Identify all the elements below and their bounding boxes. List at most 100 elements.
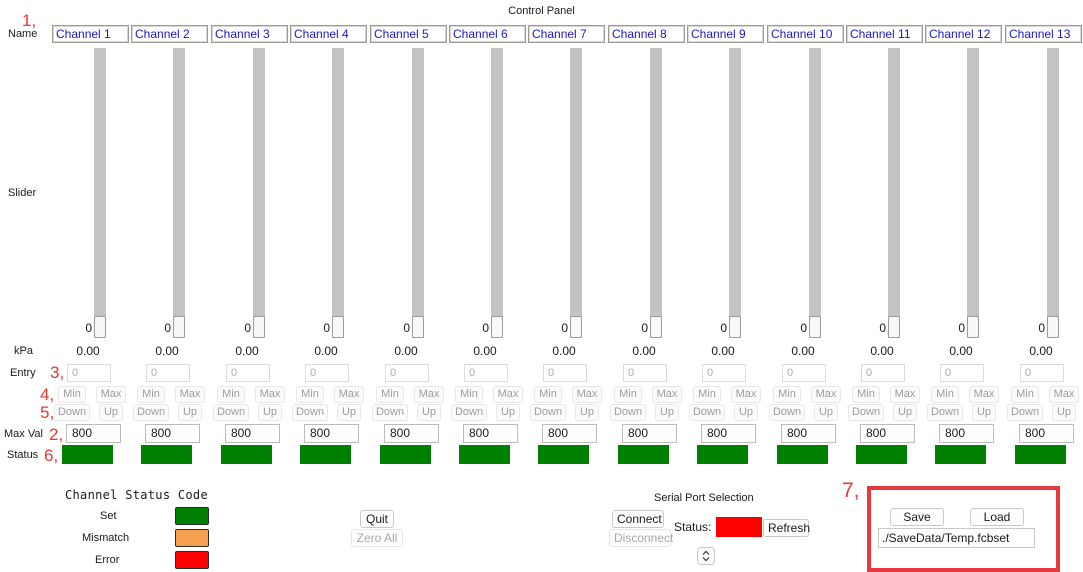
channel-slider-thumb[interactable] <box>967 316 979 338</box>
channel-max-button[interactable]: Max <box>175 386 205 403</box>
channel-up-button[interactable]: Up <box>258 404 282 421</box>
channel-name-field[interactable]: Channel 13 <box>1005 25 1082 43</box>
channel-slider-thumb[interactable] <box>412 316 424 338</box>
channel-name-field[interactable]: Channel 9 <box>687 25 764 43</box>
channel-max-button[interactable]: Max <box>811 386 841 403</box>
channel-down-button[interactable]: Down <box>927 404 963 421</box>
channel-up-button[interactable]: Up <box>1052 404 1076 421</box>
channel-max-button[interactable]: Max <box>969 386 999 403</box>
channel-entry-field[interactable]: 0 <box>702 364 746 382</box>
channel-slider-track[interactable] <box>888 48 900 338</box>
channel-down-button[interactable]: Down <box>1007 404 1043 421</box>
channel-slider-track[interactable] <box>412 48 424 338</box>
refresh-button[interactable]: Refresh <box>763 519 810 537</box>
channel-down-button[interactable]: Down <box>689 404 725 421</box>
channel-slider-track[interactable] <box>967 48 979 338</box>
channel-max-val-field[interactable]: 800 <box>66 424 121 443</box>
channel-slider-thumb[interactable] <box>173 316 185 338</box>
channel-slider-thumb[interactable] <box>491 316 503 338</box>
channel-slider-track[interactable] <box>729 48 741 338</box>
quit-button[interactable]: Quit <box>360 510 394 528</box>
channel-slider-track[interactable] <box>253 48 265 338</box>
channel-name-field[interactable]: Channel 6 <box>449 25 526 43</box>
channel-entry-field[interactable]: 0 <box>146 364 190 382</box>
load-button[interactable]: Load <box>970 508 1024 526</box>
channel-slider-thumb[interactable] <box>253 316 265 338</box>
channel-max-button[interactable]: Max <box>255 386 285 403</box>
channel-name-field[interactable]: Channel 1 <box>52 25 129 43</box>
channel-slider-thumb[interactable] <box>650 316 662 338</box>
channel-max-val-field[interactable]: 800 <box>463 424 518 443</box>
channel-max-val-field[interactable]: 800 <box>145 424 200 443</box>
channel-max-val-field[interactable]: 800 <box>860 424 915 443</box>
channel-max-button[interactable]: Max <box>414 386 444 403</box>
channel-name-field[interactable]: Channel 5 <box>370 25 447 43</box>
channel-name-field[interactable]: Channel 2 <box>131 25 208 43</box>
channel-down-button[interactable]: Down <box>213 404 249 421</box>
channel-slider-thumb[interactable] <box>94 316 106 338</box>
channel-min-button[interactable]: Min <box>58 386 86 403</box>
channel-max-val-field[interactable]: 800 <box>225 424 280 443</box>
channel-slider-track[interactable] <box>1047 48 1059 338</box>
channel-name-field[interactable]: Channel 11 <box>846 25 923 43</box>
channel-down-button[interactable]: Down <box>610 404 646 421</box>
channel-down-button[interactable]: Down <box>530 404 566 421</box>
channel-entry-field[interactable]: 0 <box>226 364 270 382</box>
channel-up-button[interactable]: Up <box>655 404 679 421</box>
channel-down-button[interactable]: Down <box>848 404 884 421</box>
disconnect-button[interactable]: Disconnect <box>609 529 673 547</box>
channel-max-val-field[interactable]: 800 <box>1019 424 1074 443</box>
channel-slider-thumb[interactable] <box>809 316 821 338</box>
channel-up-button[interactable]: Up <box>575 404 599 421</box>
port-selector[interactable] <box>697 547 715 565</box>
channel-slider-track[interactable] <box>650 48 662 338</box>
channel-slider-thumb[interactable] <box>888 316 900 338</box>
channel-min-button[interactable]: Min <box>534 386 562 403</box>
channel-max-button[interactable]: Max <box>1049 386 1079 403</box>
channel-up-button[interactable]: Up <box>734 404 758 421</box>
channel-min-button[interactable]: Min <box>376 386 404 403</box>
channel-max-button[interactable]: Max <box>572 386 602 403</box>
channel-max-val-field[interactable]: 800 <box>939 424 994 443</box>
channel-slider-thumb[interactable] <box>570 316 582 338</box>
channel-up-button[interactable]: Up <box>99 404 123 421</box>
channel-max-val-field[interactable]: 800 <box>304 424 359 443</box>
channel-entry-field[interactable]: 0 <box>940 364 984 382</box>
channel-up-button[interactable]: Up <box>814 404 838 421</box>
channel-max-button[interactable]: Max <box>96 386 126 403</box>
channel-max-button[interactable]: Max <box>493 386 523 403</box>
channel-name-field[interactable]: Channel 7 <box>528 25 605 43</box>
channel-slider-thumb[interactable] <box>332 316 344 338</box>
channel-name-field[interactable]: Channel 4 <box>290 25 367 43</box>
channel-min-button[interactable]: Min <box>137 386 165 403</box>
channel-min-button[interactable]: Min <box>455 386 483 403</box>
channel-min-button[interactable]: Min <box>931 386 959 403</box>
channel-min-button[interactable]: Min <box>217 386 245 403</box>
channel-entry-field[interactable]: 0 <box>861 364 905 382</box>
channel-entry-field[interactable]: 0 <box>543 364 587 382</box>
connect-button[interactable]: Connect <box>612 510 664 528</box>
channel-up-button[interactable]: Up <box>337 404 361 421</box>
channel-name-field[interactable]: Channel 12 <box>925 25 1002 43</box>
channel-down-button[interactable]: Down <box>133 404 169 421</box>
zero-all-button[interactable]: Zero All <box>351 529 403 547</box>
channel-max-val-field[interactable]: 800 <box>701 424 756 443</box>
channel-slider-thumb[interactable] <box>1047 316 1059 338</box>
channel-entry-field[interactable]: 0 <box>305 364 349 382</box>
channel-slider-track[interactable] <box>173 48 185 338</box>
channel-down-button[interactable]: Down <box>372 404 408 421</box>
channel-name-field[interactable]: Channel 8 <box>608 25 685 43</box>
channel-max-button[interactable]: Max <box>890 386 920 403</box>
channel-up-button[interactable]: Up <box>178 404 202 421</box>
channel-up-button[interactable]: Up <box>417 404 441 421</box>
channel-max-button[interactable]: Max <box>652 386 682 403</box>
channel-max-button[interactable]: Max <box>334 386 364 403</box>
channel-max-val-field[interactable]: 800 <box>384 424 439 443</box>
channel-slider-track[interactable] <box>94 48 106 338</box>
channel-up-button[interactable]: Up <box>972 404 996 421</box>
channel-max-val-field[interactable]: 800 <box>542 424 597 443</box>
channel-entry-field[interactable]: 0 <box>1020 364 1064 382</box>
channel-down-button[interactable]: Down <box>292 404 328 421</box>
channel-max-val-field[interactable]: 800 <box>622 424 677 443</box>
channel-slider-track[interactable] <box>491 48 503 338</box>
